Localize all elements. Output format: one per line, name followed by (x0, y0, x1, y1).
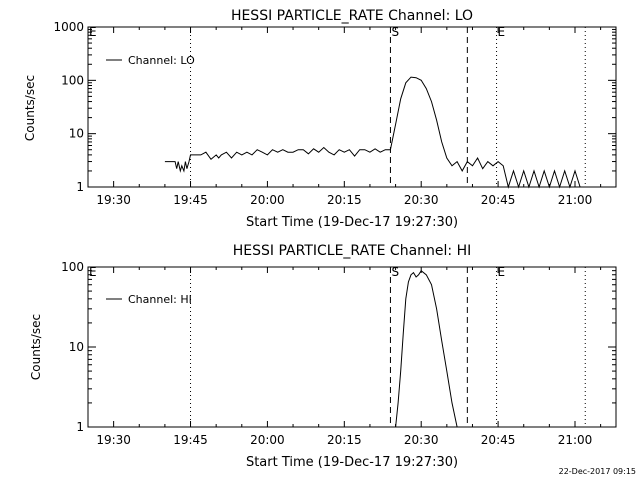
chart-panel-lo: HESSI PARTICLE_RATE Channel: LO Start Ti… (23, 8, 617, 230)
y-tick-label: 1000 (53, 20, 84, 34)
series-line (164, 76, 586, 189)
y-tick-label: 100 (61, 73, 84, 87)
x-tick-label: 20:00 (250, 433, 285, 447)
y-axis-label: Counts/sec (29, 314, 43, 380)
legend-label: Channel: HI (128, 293, 192, 306)
y-axis-label: Counts/sec (23, 75, 37, 141)
x-tick-label: 20:00 (250, 193, 285, 207)
chart-title: HESSI PARTICLE_RATE Channel: HI (233, 243, 471, 259)
event-marker-label: S (391, 25, 399, 39)
x-tick-label: 20:30 (404, 193, 439, 207)
x-axis-label: Start Time (19-Dec-17 19:27:30) (246, 455, 458, 470)
x-tick-label: 19:30 (96, 433, 131, 447)
x-tick-label: 20:45 (481, 193, 516, 207)
x-tick-label: 20:30 (404, 433, 439, 447)
x-tick-label: 20:15 (327, 193, 362, 207)
legend-label: Channel: LO (128, 54, 195, 67)
x-tick-label: 20:45 (481, 433, 516, 447)
y-tick-label: 10 (69, 127, 84, 141)
x-tick-label: 21:00 (558, 433, 593, 447)
chart-panel-hi: HESSI PARTICLE_RATE Channel: HI Start Ti… (29, 243, 617, 470)
plot-frame (87, 266, 617, 428)
x-tick-label: 19:30 (96, 193, 131, 207)
x-tick-label: 19:45 (173, 193, 208, 207)
x-tick-label: 19:45 (173, 433, 208, 447)
event-marker-label: S (391, 265, 399, 279)
x-tick-label: 21:00 (558, 193, 593, 207)
series-line (395, 269, 458, 428)
y-tick-label: 100 (61, 260, 84, 274)
plot-frame (87, 26, 617, 188)
y-tick-label: 1 (76, 420, 84, 434)
x-axis-label: Start Time (19-Dec-17 19:27:30) (246, 215, 458, 230)
y-tick-label: 1 (76, 180, 84, 194)
x-tick-label: 20:15 (327, 433, 362, 447)
chart-title: HESSI PARTICLE_RATE Channel: LO (231, 8, 473, 24)
timestamp: 22-Dec-2017 09:15 (559, 467, 636, 476)
event-marker-label: E (498, 265, 506, 279)
event-marker-label: E (89, 25, 97, 39)
y-tick-label: 10 (69, 340, 84, 354)
event-marker-label: E (89, 265, 97, 279)
event-marker-label: E (498, 25, 506, 39)
